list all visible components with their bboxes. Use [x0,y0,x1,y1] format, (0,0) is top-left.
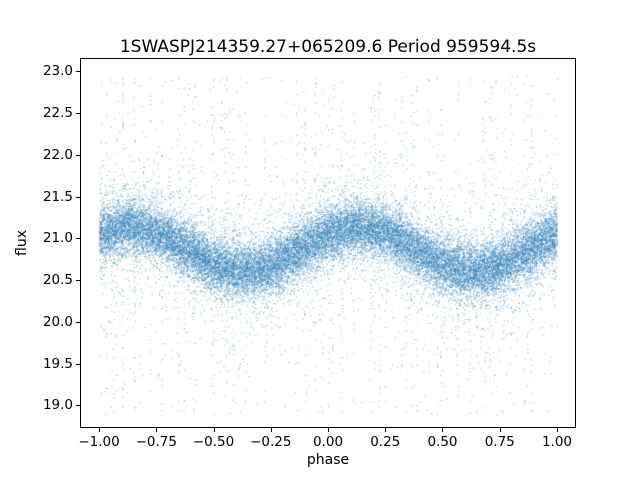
y-tick-label: 19.5 [42,355,73,372]
x-tick-mark [556,428,558,432]
y-tick-mark [76,113,80,115]
x-tick-mark [99,428,100,432]
y-tick-label: 21.0 [42,230,73,247]
y-tick-mark [76,321,80,323]
x-tick-label: 0.25 [370,434,401,450]
y-tick-label: 23.0 [42,63,73,80]
y-axis-label: flux [14,230,30,256]
x-tick-label: −0.75 [135,434,177,450]
x-tick-mark [385,428,387,432]
y-tick-mark [76,154,80,156]
x-tick-label: −0.25 [250,434,292,450]
y-tick-label: 19.0 [42,397,73,414]
x-tick-label: 0.00 [312,434,344,450]
y-tick-label: 22.5 [42,105,73,122]
x-tick-label: 1.00 [541,434,573,450]
y-tick-mark [76,363,80,365]
y-tick-mark [76,71,80,73]
y-tick-mark [76,238,80,240]
x-tick-mark [328,428,329,432]
x-tick-label: −1.00 [78,434,120,450]
x-tick-mark [442,428,444,432]
x-tick-mark [270,428,272,432]
x-tick-mark [156,428,158,432]
scatter-canvas [81,59,575,427]
y-tick-label: 21.5 [42,188,73,205]
y-tick-label: 20.5 [42,272,73,289]
chart-title: 1SWASPJ214359.27+065209.6 Period 959594.… [119,37,537,57]
x-tick-label: 0.75 [484,434,515,450]
x-tick-mark [213,428,215,432]
y-tick-label: 20.0 [42,313,73,330]
x-tick-label: −0.50 [192,434,235,450]
plot-area [80,58,576,428]
x-tick-mark [499,428,501,432]
x-axis-label: phase [306,452,350,468]
y-tick-mark [76,280,80,282]
y-tick-mark [76,405,80,407]
y-tick-label: 22.0 [42,146,73,163]
y-tick-mark [76,196,80,198]
x-tick-label: 0.50 [427,434,458,450]
